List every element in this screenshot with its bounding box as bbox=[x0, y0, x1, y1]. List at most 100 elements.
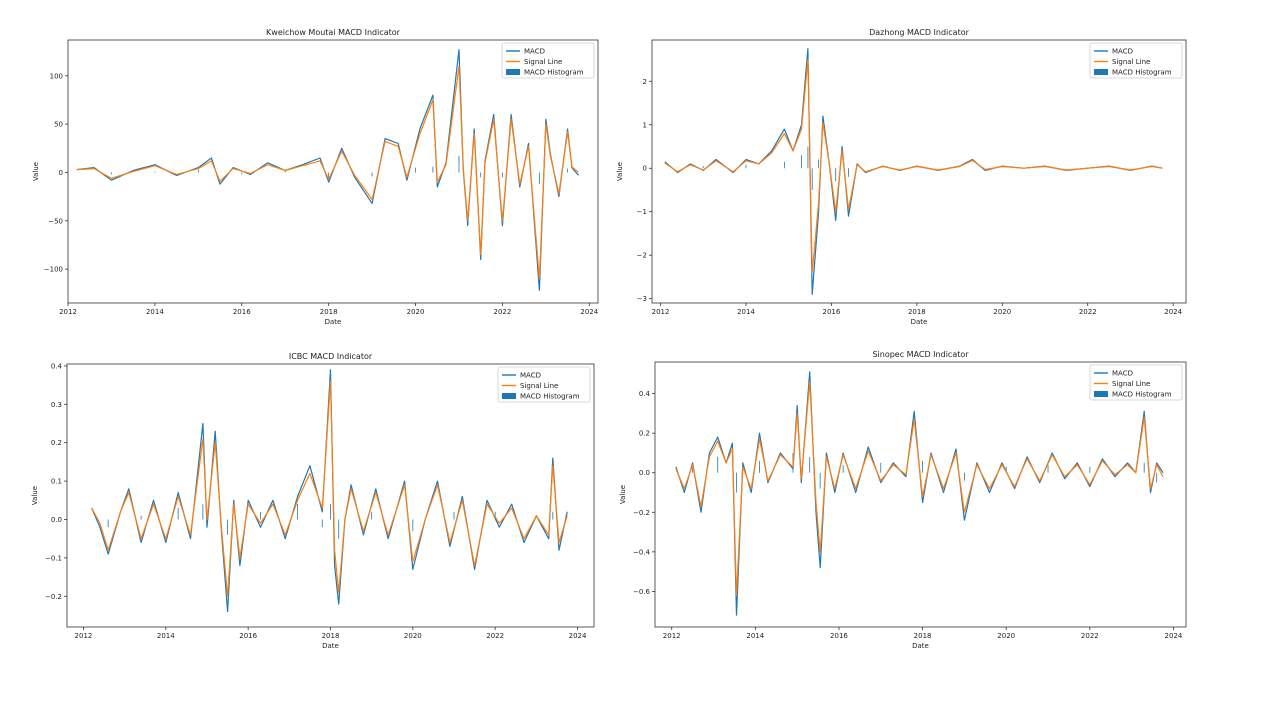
chart-1-ytick-label: 1 bbox=[643, 121, 647, 129]
chart-3-xtick-label: 2016 bbox=[830, 632, 848, 640]
chart-1-ytick-label: −1 bbox=[637, 208, 647, 216]
chart-0-ytick-label: 0 bbox=[59, 169, 63, 177]
chart-0-ytick-label: 100 bbox=[50, 72, 63, 80]
chart-3-ylabel: Value bbox=[619, 485, 627, 504]
chart-2-legend-label-0: MACD bbox=[520, 372, 541, 380]
chart-3-ytick-label: −0.4 bbox=[633, 548, 651, 556]
chart-0-xtick-label: 2012 bbox=[59, 308, 77, 316]
chart-2-legend-label-1: Signal Line bbox=[520, 382, 558, 390]
chart-2-xtick-label: 2018 bbox=[322, 632, 340, 640]
chart-2-ytick-label: 0.3 bbox=[51, 401, 62, 409]
chart-0-legend-key-2 bbox=[506, 69, 520, 75]
chart-1: Dazhong MACD Indicator Date Value 2012 2014 2… bbox=[616, 28, 1187, 326]
chart-3-xtick-label: 2022 bbox=[1081, 632, 1099, 640]
chart-2-ytick-label: −0.1 bbox=[45, 554, 62, 562]
chart-3-plot-area bbox=[654, 361, 1187, 628]
chart-1-xtick-label: 2012 bbox=[652, 308, 670, 316]
chart-3-legend-label-1: Signal Line bbox=[1112, 380, 1150, 388]
chart-3-ytick-label: −0.6 bbox=[633, 588, 651, 596]
chart-1-series-group bbox=[664, 48, 1163, 295]
chart-1-xtick-label: 2024 bbox=[1164, 308, 1182, 316]
chart-2-xlabel: Date bbox=[322, 642, 339, 650]
chart-1-xtick-label: 2022 bbox=[1079, 308, 1097, 316]
chart-2-xtick-label: 2022 bbox=[486, 632, 504, 640]
chart-3-series-group bbox=[675, 371, 1164, 616]
chart-1-xtick-label: 2014 bbox=[737, 308, 755, 316]
chart-0-legend-box bbox=[501, 42, 595, 79]
chart-0-xtick-label: 2024 bbox=[580, 308, 598, 316]
chart-2-ytick-label: 0.2 bbox=[51, 439, 62, 447]
chart-2-xtick-label: 2024 bbox=[569, 632, 587, 640]
chart-1-ytick-label: 0 bbox=[643, 165, 647, 173]
chart-3-ytick-label: −0.2 bbox=[633, 509, 650, 517]
chart-2-signal-line bbox=[91, 380, 568, 597]
chart-3-xtick-label: 2014 bbox=[746, 632, 764, 640]
chart-1-plot-area bbox=[651, 39, 1187, 304]
chart-2-ytick-label: 0.1 bbox=[51, 478, 62, 486]
chart-1-signal-line bbox=[664, 58, 1163, 274]
chart-0-legend: MACD Signal Line MACD Histogram bbox=[501, 42, 595, 79]
chart-2-ytick-label: 0.0 bbox=[51, 516, 62, 524]
chart-2-legend-label-2: MACD Histogram bbox=[520, 393, 580, 401]
chart-2-legend: MACD Signal Line MACD Histogram bbox=[497, 366, 591, 403]
chart-3-signal-line bbox=[675, 381, 1164, 597]
chart-3-ytick-label: 0.0 bbox=[639, 469, 650, 477]
chart-3: Sinopec MACD Indicator Date Value 2012 2014 2… bbox=[619, 350, 1187, 650]
chart-2-xtick-label: 2020 bbox=[404, 632, 422, 640]
chart-2: ICBC MACD Indicator Date Value 2012 2014 2016… bbox=[31, 352, 595, 650]
chart-3-legend-label-0: MACD bbox=[1112, 370, 1133, 378]
chart-0: Kweichow Moutai MACD Indicator Date Value 2… bbox=[32, 28, 599, 326]
chart-3-xlabel: Date bbox=[912, 642, 929, 650]
chart-2-plot-area bbox=[66, 363, 595, 628]
chart-2-xtick-label: 2014 bbox=[157, 632, 175, 640]
chart-1-xtick-label: 2018 bbox=[908, 308, 926, 316]
chart-3-legend-label-2: MACD Histogram bbox=[1112, 391, 1172, 399]
chart-3-legend-box bbox=[1089, 364, 1183, 401]
chart-1-legend-box bbox=[1089, 42, 1183, 79]
chart-2-series-group bbox=[91, 369, 568, 613]
chart-0-xlabel: Date bbox=[325, 318, 342, 326]
chart-0-xtick-label: 2020 bbox=[407, 308, 425, 316]
chart-0-title: Kweichow Moutai MACD Indicator bbox=[266, 28, 401, 37]
chart-1-ylabel: Value bbox=[616, 162, 624, 181]
chart-3-xtick-label: 2024 bbox=[1165, 632, 1183, 640]
chart-3-xtick-label: 2012 bbox=[663, 632, 681, 640]
chart-2-legend-key-2 bbox=[502, 393, 516, 399]
chart-3-title: Sinopec MACD Indicator bbox=[872, 350, 969, 359]
chart-0-xtick-label: 2022 bbox=[494, 308, 512, 316]
chart-0-series-group bbox=[76, 49, 579, 291]
chart-0-legend-label-0: MACD bbox=[524, 48, 545, 56]
chart-2-ylabel: Value bbox=[31, 486, 39, 505]
chart-0-ytick-label: 50 bbox=[54, 121, 63, 129]
chart-0-ytick-label: −50 bbox=[48, 217, 63, 225]
chart-0-signal-line bbox=[76, 65, 579, 280]
chart-1-legend-key-2 bbox=[1094, 69, 1108, 75]
chart-1-xtick-label: 2016 bbox=[823, 308, 841, 316]
chart-1-xtick-label: 2020 bbox=[993, 308, 1011, 316]
chart-1-legend-label-2: MACD Histogram bbox=[1112, 69, 1172, 77]
chart-3-ytick-label: 0.2 bbox=[639, 430, 650, 438]
chart-3-legend: MACD Signal Line MACD Histogram bbox=[1089, 364, 1183, 401]
chart-1-legend-label-0: MACD bbox=[1112, 48, 1133, 56]
chart-1-ytick-label: −2 bbox=[637, 252, 647, 260]
chart-0-legend-label-2: MACD Histogram bbox=[524, 69, 584, 77]
chart-0-ylabel: Value bbox=[32, 162, 40, 181]
chart-2-xtick-label: 2016 bbox=[239, 632, 257, 640]
chart-2-legend-box bbox=[497, 366, 591, 403]
chart-1-xlabel: Date bbox=[911, 318, 928, 326]
chart-1-title: Dazhong MACD Indicator bbox=[869, 28, 970, 37]
chart-0-xtick-label: 2014 bbox=[146, 308, 164, 316]
chart-0-xtick-label: 2018 bbox=[320, 308, 338, 316]
chart-3-legend-key-2 bbox=[1094, 391, 1108, 397]
chart-1-legend-label-1: Signal Line bbox=[1112, 58, 1150, 66]
chart-1-legend: MACD Signal Line MACD Histogram bbox=[1089, 42, 1183, 79]
chart-0-ytick-label: −100 bbox=[44, 266, 63, 274]
chart-0-legend-label-1: Signal Line bbox=[524, 58, 562, 66]
chart-2-xtick-label: 2012 bbox=[75, 632, 93, 640]
chart-3-xtick-label: 2020 bbox=[997, 632, 1015, 640]
chart-1-ytick-label: −3 bbox=[637, 295, 647, 303]
chart-0-xtick-label: 2016 bbox=[233, 308, 251, 316]
chart-2-ytick-label: −0.2 bbox=[45, 593, 62, 601]
chart-2-title: ICBC MACD Indicator bbox=[289, 352, 373, 361]
